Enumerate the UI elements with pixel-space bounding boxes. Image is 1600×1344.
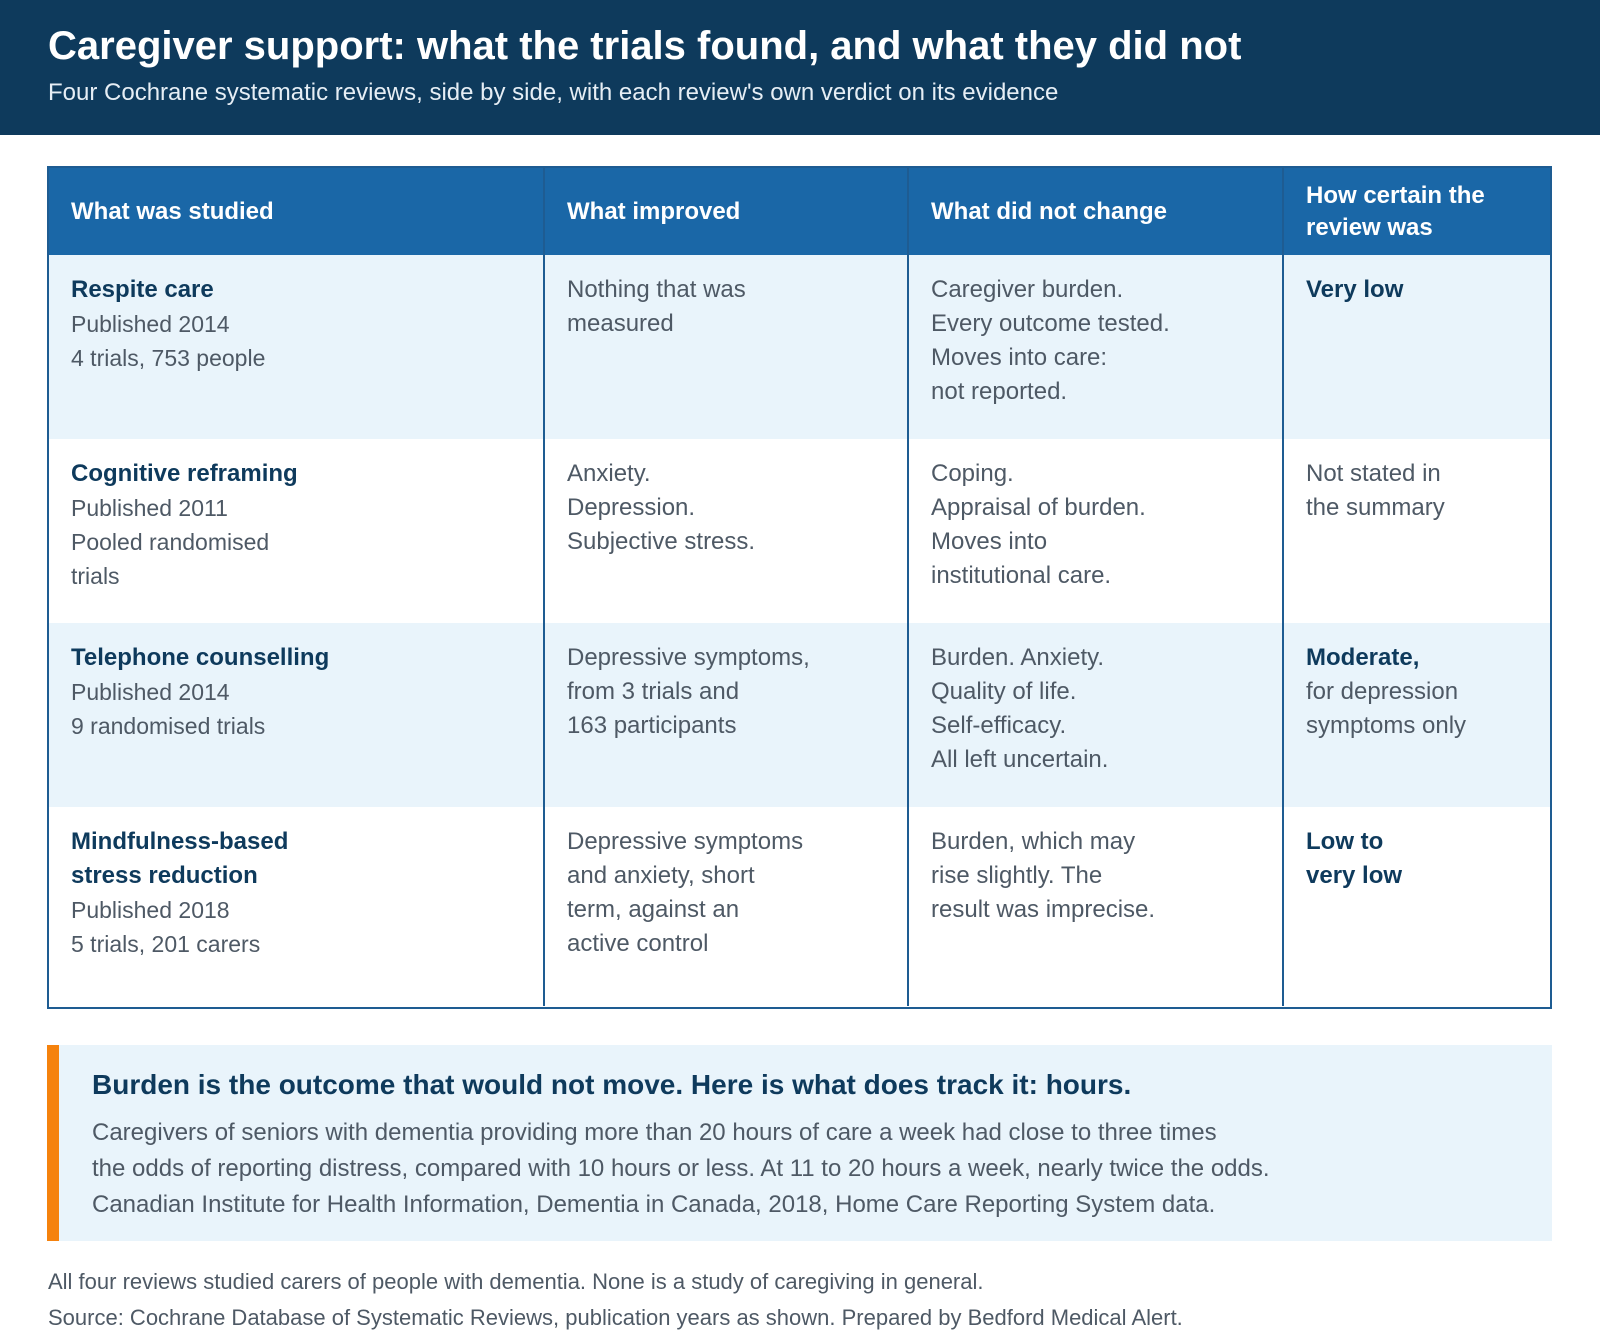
unchanged-line: Every outcome tested. bbox=[931, 310, 1170, 337]
footer-note: All four reviews studied carers of peopl… bbox=[48, 1269, 984, 1294]
column-header-unchanged: What did not change bbox=[907, 168, 1283, 255]
unchanged-line: Appraisal of burden. bbox=[931, 494, 1146, 521]
certainty-line: Not stated in bbox=[1306, 460, 1441, 487]
improved-line: term, against an bbox=[567, 896, 740, 923]
table-row: Respite care Published 2014 4 trials, 75… bbox=[49, 255, 1550, 439]
callout-line: Canadian Institute for Health Informatio… bbox=[92, 1191, 1216, 1218]
cell-certainty: Very low bbox=[1282, 255, 1550, 439]
improved-line: 163 participants bbox=[567, 712, 737, 739]
cell-improved: Anxiety. Depression. Subjective stress. bbox=[543, 439, 908, 623]
review-name: Cognitive reframing bbox=[71, 460, 298, 487]
unchanged-line: Moves into bbox=[931, 528, 1048, 555]
improved-line: Nothing that was bbox=[567, 276, 746, 303]
unchanged-line: Quality of life. bbox=[931, 678, 1077, 705]
callout-line: the odds of reporting distress, compared… bbox=[92, 1155, 1270, 1182]
unchanged-line: All left uncertain. bbox=[931, 746, 1109, 773]
certainty-rating: Moderate, bbox=[1306, 644, 1420, 671]
review-published: Published 2011 bbox=[71, 495, 228, 521]
cell-improved: Depressive symptoms, from 3 trials and 1… bbox=[543, 623, 908, 807]
column-header-certainty: How certain the review was bbox=[1282, 168, 1550, 255]
callout-body: Caregivers of seniors with dementia prov… bbox=[92, 1115, 1552, 1223]
certainty-line: the summary bbox=[1306, 494, 1445, 521]
page-title: Caregiver support: what the trials found… bbox=[48, 24, 1242, 68]
unchanged-line: result was imprecise. bbox=[931, 896, 1156, 923]
cell-certainty: Not stated in the summary bbox=[1282, 439, 1550, 623]
review-published: Published 2014 bbox=[71, 679, 230, 705]
improved-line: and anxiety, short bbox=[567, 862, 755, 889]
unchanged-line: rise slightly. The bbox=[931, 862, 1103, 889]
unchanged-line: Burden. Anxiety. bbox=[931, 644, 1104, 671]
unchanged-line: institutional care. bbox=[931, 562, 1112, 589]
unchanged-line: Moves into care: bbox=[931, 344, 1108, 371]
cell-studied: Respite care Published 2014 4 trials, 75… bbox=[49, 255, 544, 439]
unchanged-line: Self-efficacy. bbox=[931, 712, 1067, 739]
unchanged-line: not reported. bbox=[931, 378, 1068, 405]
certainty-line: symptoms only bbox=[1306, 712, 1467, 739]
cell-studied: Telephone counselling Published 2014 9 r… bbox=[49, 623, 544, 807]
table-header-row: What was studied What improved What did … bbox=[49, 168, 1550, 255]
improved-line: Depressive symptoms, bbox=[567, 644, 810, 671]
callout-title: Burden is the outcome that would not mov… bbox=[92, 1069, 1132, 1100]
review-trials: 5 trials, 201 carers bbox=[71, 931, 261, 957]
table-row: Cognitive reframing Published 2011 Poole… bbox=[49, 439, 1550, 623]
callout-line: Caregivers of seniors with dementia prov… bbox=[92, 1119, 1217, 1146]
review-trials: Pooled randomised bbox=[71, 529, 270, 555]
certainty-line: for depression bbox=[1306, 678, 1459, 705]
cell-studied: Mindfulness-based stress reduction Publi… bbox=[49, 807, 544, 1006]
improved-line: Anxiety. bbox=[567, 460, 651, 487]
improved-line: from 3 trials and bbox=[567, 678, 740, 705]
review-published: Published 2018 bbox=[71, 897, 230, 923]
footer-source: Source: Cochrane Database of Systematic … bbox=[48, 1305, 1183, 1330]
reviews-table: What was studied What improved What did … bbox=[47, 166, 1552, 1009]
table-row: Mindfulness-based stress reduction Publi… bbox=[49, 807, 1550, 1006]
review-name: Telephone counselling bbox=[71, 644, 330, 671]
cell-studied: Cognitive reframing Published 2011 Poole… bbox=[49, 439, 544, 623]
column-header-improved: What improved bbox=[543, 168, 908, 255]
cell-unchanged: Coping. Appraisal of burden. Moves into … bbox=[907, 439, 1283, 623]
certainty-rating: Low to very low bbox=[1306, 828, 1403, 889]
improved-line: Depressive symptoms bbox=[567, 828, 804, 855]
improved-line: active control bbox=[567, 930, 709, 957]
cell-unchanged: Caregiver burden. Every outcome tested. … bbox=[907, 255, 1283, 439]
cell-improved: Nothing that was measured bbox=[543, 255, 908, 439]
certainty-rating: Very low bbox=[1306, 276, 1404, 303]
cell-improved: Depressive symptoms and anxiety, short t… bbox=[543, 807, 908, 1006]
improved-line: Depression. bbox=[567, 494, 696, 521]
review-trials: 9 randomised trials bbox=[71, 713, 266, 739]
review-name: Mindfulness-based stress reduction bbox=[71, 828, 289, 889]
page-header: Caregiver support: what the trials found… bbox=[0, 0, 1600, 135]
cell-unchanged: Burden, which may rise slightly. The res… bbox=[907, 807, 1283, 1006]
unchanged-line: Caregiver burden. bbox=[931, 276, 1124, 303]
column-header-studied: What was studied bbox=[49, 168, 544, 255]
unchanged-line: Burden, which may bbox=[931, 828, 1136, 855]
review-trials: 4 trials, 753 people bbox=[71, 345, 266, 371]
cell-unchanged: Burden. Anxiety. Quality of life. Self-e… bbox=[907, 623, 1283, 807]
unchanged-line: Coping. bbox=[931, 460, 1014, 487]
callout-box: Burden is the outcome that would not mov… bbox=[47, 1045, 1552, 1241]
improved-line: measured bbox=[567, 310, 674, 337]
footer: All four reviews studied carers of peopl… bbox=[48, 1264, 1183, 1336]
table-row: Telephone counselling Published 2014 9 r… bbox=[49, 623, 1550, 807]
review-trials: trials bbox=[71, 563, 120, 589]
page-subtitle: Four Cochrane systematic reviews, side b… bbox=[48, 79, 1059, 106]
improved-line: Subjective stress. bbox=[567, 528, 756, 555]
cell-certainty: Moderate, for depression symptoms only bbox=[1282, 623, 1550, 807]
review-name: Respite care bbox=[71, 276, 214, 303]
cell-certainty: Low to very low bbox=[1282, 807, 1550, 1006]
review-published: Published 2014 bbox=[71, 311, 230, 337]
